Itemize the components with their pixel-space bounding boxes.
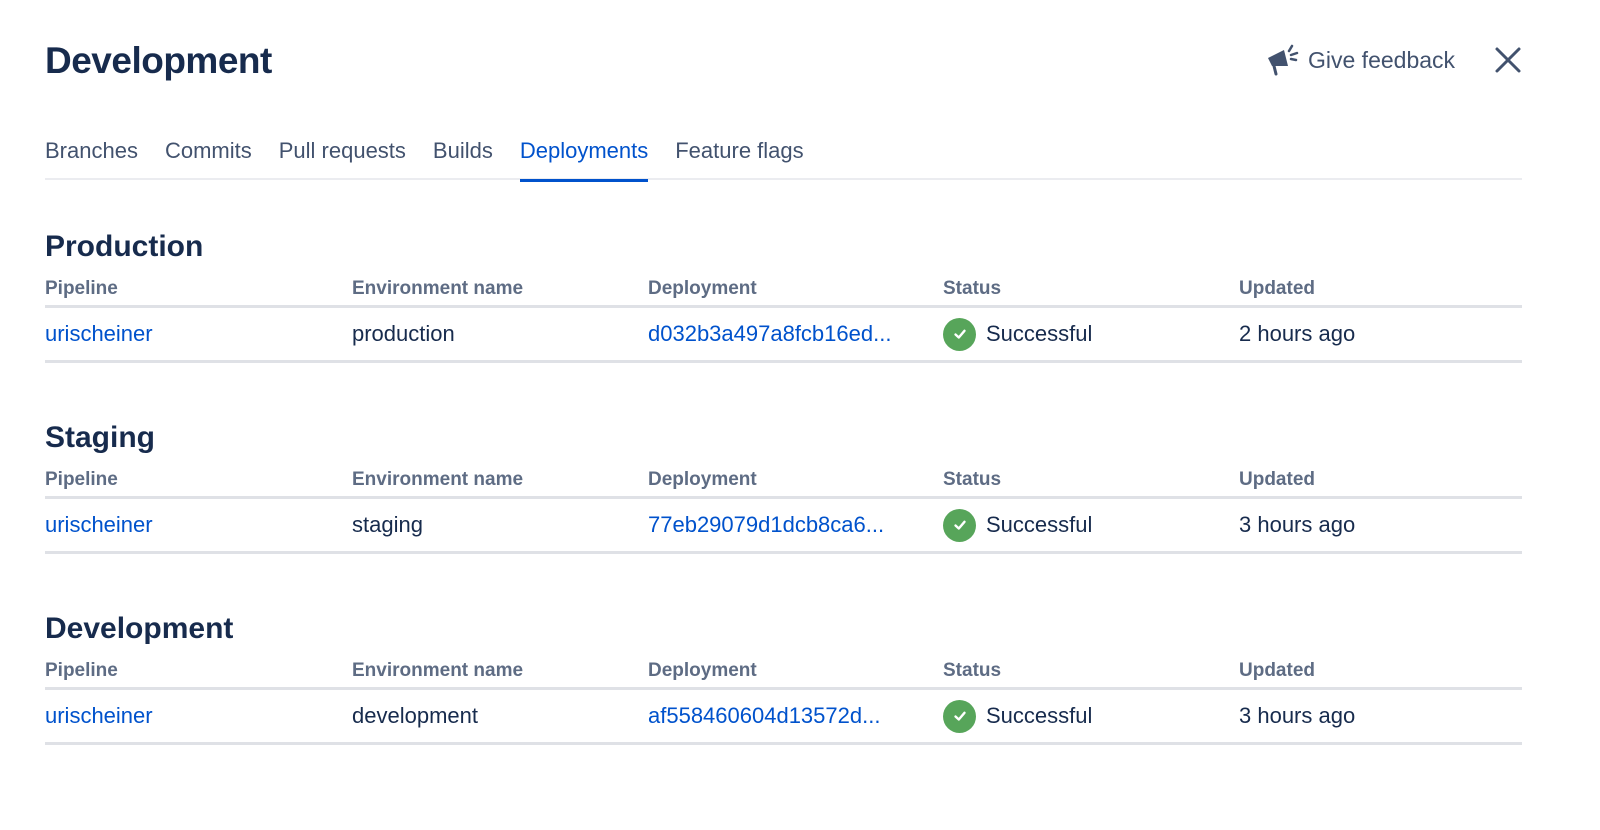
- column-header-updated: Updated: [1239, 469, 1315, 490]
- table-row: urischeiner development af558460604d1357…: [45, 690, 1522, 745]
- deployment-section-development: Development Pipeline Environment name De…: [45, 612, 1522, 745]
- status-text: Successful: [986, 321, 1093, 346]
- column-header-environment: Environment name: [352, 469, 524, 490]
- check-circle-icon: [943, 508, 976, 542]
- column-header-updated: Updated: [1239, 278, 1315, 299]
- megaphone-icon: [1268, 44, 1299, 76]
- column-header-deployment: Deployment: [648, 278, 757, 299]
- pipeline-link[interactable]: urischeiner: [45, 512, 153, 537]
- status-text: Successful: [986, 703, 1093, 728]
- deployment-section-production: Production Pipeline Environment name Dep…: [45, 230, 1522, 363]
- environment-name: development: [352, 703, 478, 728]
- column-header-deployment: Deployment: [648, 660, 757, 681]
- table-row: urischeiner staging 77eb29079d1dcb8ca6..…: [45, 499, 1522, 554]
- status-text: Successful: [986, 512, 1093, 537]
- table-header: Pipeline Environment name Deployment Sta…: [45, 656, 1522, 690]
- updated-time: 3 hours ago: [1239, 512, 1356, 537]
- check-circle-icon: [943, 699, 976, 733]
- deployment-link[interactable]: af558460604d13572d...: [648, 703, 881, 728]
- deployment-section-staging: Staging Pipeline Environment name Deploy…: [45, 421, 1522, 554]
- tab-bar: Branches Commits Pull requests Builds De…: [45, 138, 1522, 182]
- deployment-link[interactable]: d032b3a497a8fcb16ed...: [648, 321, 892, 346]
- tab-deployments[interactable]: Deployments: [519, 138, 649, 182]
- column-header-pipeline: Pipeline: [45, 469, 118, 490]
- status-badge: Successful: [943, 508, 1239, 542]
- updated-time: 3 hours ago: [1239, 703, 1356, 728]
- pipeline-link[interactable]: urischeiner: [45, 321, 153, 346]
- column-header-environment: Environment name: [352, 660, 524, 681]
- deployment-link[interactable]: 77eb29079d1dcb8ca6...: [648, 512, 885, 537]
- column-header-pipeline: Pipeline: [45, 278, 118, 299]
- column-header-environment: Environment name: [352, 278, 524, 299]
- table-row: urischeiner production d032b3a497a8fcb16…: [45, 308, 1522, 363]
- tab-commits[interactable]: Commits: [164, 138, 252, 163]
- table-header: Pipeline Environment name Deployment Sta…: [45, 274, 1522, 308]
- column-header-updated: Updated: [1239, 660, 1315, 681]
- tab-pull-requests[interactable]: Pull requests: [278, 138, 406, 163]
- tab-branches[interactable]: Branches: [45, 138, 138, 163]
- section-title: Production: [45, 230, 204, 263]
- column-header-deployment: Deployment: [648, 469, 757, 490]
- section-title: Development: [45, 612, 234, 645]
- column-header-status: Status: [943, 278, 1002, 299]
- check-circle-icon: [943, 317, 976, 351]
- environment-name: staging: [352, 512, 423, 537]
- status-badge: Successful: [943, 317, 1239, 351]
- give-feedback-button[interactable]: Give feedback: [1266, 44, 1455, 76]
- column-header-status: Status: [943, 469, 1002, 490]
- table-header: Pipeline Environment name Deployment Sta…: [45, 465, 1522, 499]
- give-feedback-label: Give feedback: [1308, 46, 1456, 73]
- close-icon[interactable]: [1494, 46, 1522, 74]
- updated-time: 2 hours ago: [1239, 321, 1356, 346]
- environment-name: production: [352, 321, 455, 346]
- pipeline-link[interactable]: urischeiner: [45, 703, 153, 728]
- tab-builds[interactable]: Builds: [432, 138, 493, 163]
- column-header-pipeline: Pipeline: [45, 660, 118, 681]
- status-badge: Successful: [943, 699, 1239, 733]
- section-title: Staging: [45, 421, 155, 454]
- column-header-status: Status: [943, 660, 1002, 681]
- tab-feature-flags[interactable]: Feature flags: [675, 138, 804, 163]
- page-title: Development: [45, 40, 272, 81]
